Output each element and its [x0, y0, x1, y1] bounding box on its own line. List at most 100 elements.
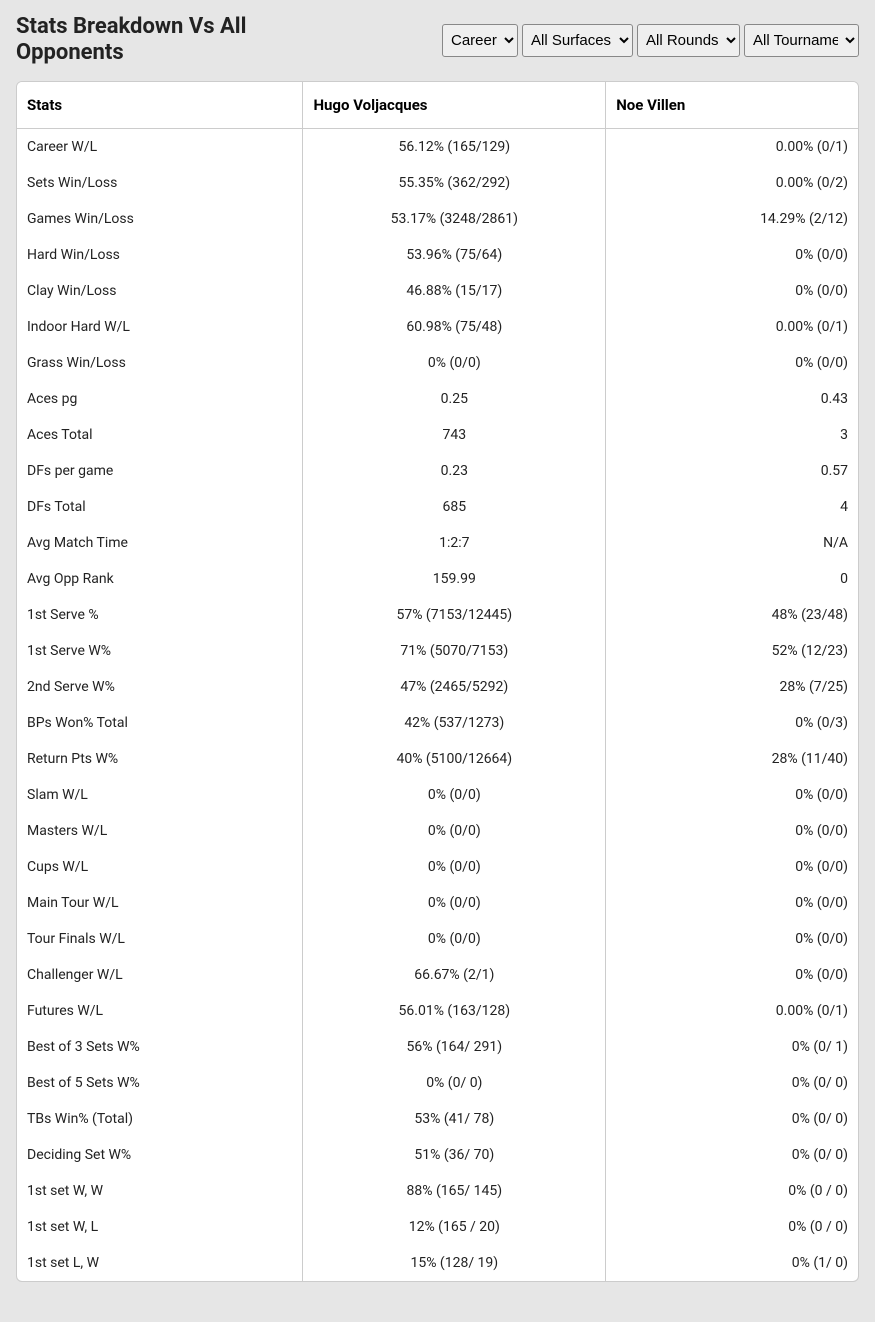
table-row: Grass Win/Loss0% (0/0)0% (0/0) — [17, 345, 858, 381]
player2-value: 0% (0/ 0) — [606, 1065, 858, 1101]
round-select[interactable]: All Rounds — [637, 24, 740, 57]
table-row: Futures W/L56.01% (163/128)0.00% (0/1) — [17, 993, 858, 1029]
stat-label: Slam W/L — [17, 777, 303, 813]
table-row: BPs Won% Total42% (537/1273)0% (0/3) — [17, 705, 858, 741]
table-row: Return Pts W%40% (5100/12664)28% (11/40) — [17, 741, 858, 777]
stat-label: 1st set L, W — [17, 1245, 303, 1281]
stat-label: Deciding Set W% — [17, 1137, 303, 1173]
player1-value: 53% (41/ 78) — [303, 1101, 606, 1137]
player1-value: 71% (5070/7153) — [303, 633, 606, 669]
player1-value: 0% (0/0) — [303, 885, 606, 921]
player2-value: 4 — [606, 489, 858, 525]
stat-label: Return Pts W% — [17, 741, 303, 777]
player1-value: 0.25 — [303, 381, 606, 417]
table-row: Hard Win/Loss53.96% (75/64)0% (0/0) — [17, 237, 858, 273]
player1-value: 60.98% (75/48) — [303, 309, 606, 345]
player2-value: 0.00% (0/1) — [606, 309, 858, 345]
player1-value: 42% (537/1273) — [303, 705, 606, 741]
table-row: Sets Win/Loss55.35% (362/292)0.00% (0/2) — [17, 165, 858, 201]
stat-label: Best of 5 Sets W% — [17, 1065, 303, 1101]
player2-value: 0% (0/0) — [606, 813, 858, 849]
table-row: TBs Win% (Total)53% (41/ 78)0% (0/ 0) — [17, 1101, 858, 1137]
player2-value: 0.00% (0/2) — [606, 165, 858, 201]
stat-label: Futures W/L — [17, 993, 303, 1029]
stat-label: Hard Win/Loss — [17, 237, 303, 273]
timeframe-select[interactable]: Career — [442, 24, 518, 57]
player1-value: 1:2:7 — [303, 525, 606, 561]
stat-label: 1st Serve % — [17, 597, 303, 633]
table-row: Avg Match Time1:2:7N/A — [17, 525, 858, 561]
table-row: DFs Total6854 — [17, 489, 858, 525]
table-row: Deciding Set W%51% (36/ 70)0% (0/ 0) — [17, 1137, 858, 1173]
table-row: 1st set W, L12% (165 / 20)0% (0 / 0) — [17, 1209, 858, 1245]
table-row: Aces pg0.250.43 — [17, 381, 858, 417]
player1-value: 12% (165 / 20) — [303, 1209, 606, 1245]
stat-label: 1st Serve W% — [17, 633, 303, 669]
stat-label: Indoor Hard W/L — [17, 309, 303, 345]
stats-table: Stats Hugo Voljacques Noe Villen Career … — [17, 82, 858, 1281]
stat-label: Aces Total — [17, 417, 303, 453]
player2-value: 0% (0/0) — [606, 957, 858, 993]
player2-value: 0% (0/ 0) — [606, 1101, 858, 1137]
stat-label: DFs Total — [17, 489, 303, 525]
table-row: Main Tour W/L0% (0/0)0% (0/0) — [17, 885, 858, 921]
table-row: 2nd Serve W%47% (2465/5292)28% (7/25) — [17, 669, 858, 705]
player1-value: 53.96% (75/64) — [303, 237, 606, 273]
player2-value: 28% (11/40) — [606, 741, 858, 777]
table-row: Best of 3 Sets W%56% (164/ 291)0% (0/ 1) — [17, 1029, 858, 1065]
stat-label: TBs Win% (Total) — [17, 1101, 303, 1137]
table-row: Clay Win/Loss46.88% (15/17)0% (0/0) — [17, 273, 858, 309]
table-row: DFs per game0.230.57 — [17, 453, 858, 489]
player2-value: 0 — [606, 561, 858, 597]
player1-value: 0% (0/0) — [303, 813, 606, 849]
stat-label: Avg Opp Rank — [17, 561, 303, 597]
player2-value: 0% (0/ 0) — [606, 1137, 858, 1173]
table-row: Cups W/L0% (0/0)0% (0/0) — [17, 849, 858, 885]
player1-value: 55.35% (362/292) — [303, 165, 606, 201]
stat-label: Grass Win/Loss — [17, 345, 303, 381]
table-row: Games Win/Loss53.17% (3248/2861)14.29% (… — [17, 201, 858, 237]
stat-label: Career W/L — [17, 128, 303, 165]
stat-label: Tour Finals W/L — [17, 921, 303, 957]
col-header-player2: Noe Villen — [606, 82, 858, 129]
stat-label: Clay Win/Loss — [17, 273, 303, 309]
page-title: Stats Breakdown Vs All Opponents — [16, 14, 316, 67]
player1-value: 46.88% (15/17) — [303, 273, 606, 309]
player1-value: 159.99 — [303, 561, 606, 597]
player2-value: 0% (0/0) — [606, 237, 858, 273]
stat-label: Avg Match Time — [17, 525, 303, 561]
player1-value: 53.17% (3248/2861) — [303, 201, 606, 237]
stat-label: Main Tour W/L — [17, 885, 303, 921]
table-row: 1st set W, W88% (165/ 145)0% (0 / 0) — [17, 1173, 858, 1209]
player1-value: 56.12% (165/129) — [303, 128, 606, 165]
stat-label: 1st set W, L — [17, 1209, 303, 1245]
player2-value: 52% (12/23) — [606, 633, 858, 669]
player1-value: 0.23 — [303, 453, 606, 489]
tour-select[interactable]: All Tournaments — [744, 24, 859, 57]
table-row: Challenger W/L66.67% (2/1)0% (0/0) — [17, 957, 858, 993]
player2-value: 0% (0/0) — [606, 345, 858, 381]
table-row: Slam W/L0% (0/0)0% (0/0) — [17, 777, 858, 813]
player2-value: 0% (0/0) — [606, 777, 858, 813]
stat-label: BPs Won% Total — [17, 705, 303, 741]
player1-value: 743 — [303, 417, 606, 453]
player1-value: 57% (7153/12445) — [303, 597, 606, 633]
player2-value: 0.00% (0/1) — [606, 993, 858, 1029]
table-row: Avg Opp Rank159.990 — [17, 561, 858, 597]
player2-value: 0% (0/0) — [606, 273, 858, 309]
stat-label: Games Win/Loss — [17, 201, 303, 237]
player2-value: 0.00% (0/1) — [606, 128, 858, 165]
player1-value: 66.67% (2/1) — [303, 957, 606, 993]
table-row: Masters W/L0% (0/0)0% (0/0) — [17, 813, 858, 849]
player1-value: 47% (2465/5292) — [303, 669, 606, 705]
player1-value: 0% (0/0) — [303, 345, 606, 381]
stats-card: Stats Hugo Voljacques Noe Villen Career … — [16, 81, 859, 1282]
surface-select[interactable]: All Surfaces — [522, 24, 633, 57]
table-row: 1st Serve %57% (7153/12445)48% (23/48) — [17, 597, 858, 633]
stat-label: Aces pg — [17, 381, 303, 417]
table-row: Career W/L56.12% (165/129)0.00% (0/1) — [17, 128, 858, 165]
player2-value: N/A — [606, 525, 858, 561]
table-row: Indoor Hard W/L60.98% (75/48)0.00% (0/1) — [17, 309, 858, 345]
stat-label: 2nd Serve W% — [17, 669, 303, 705]
stat-label: DFs per game — [17, 453, 303, 489]
